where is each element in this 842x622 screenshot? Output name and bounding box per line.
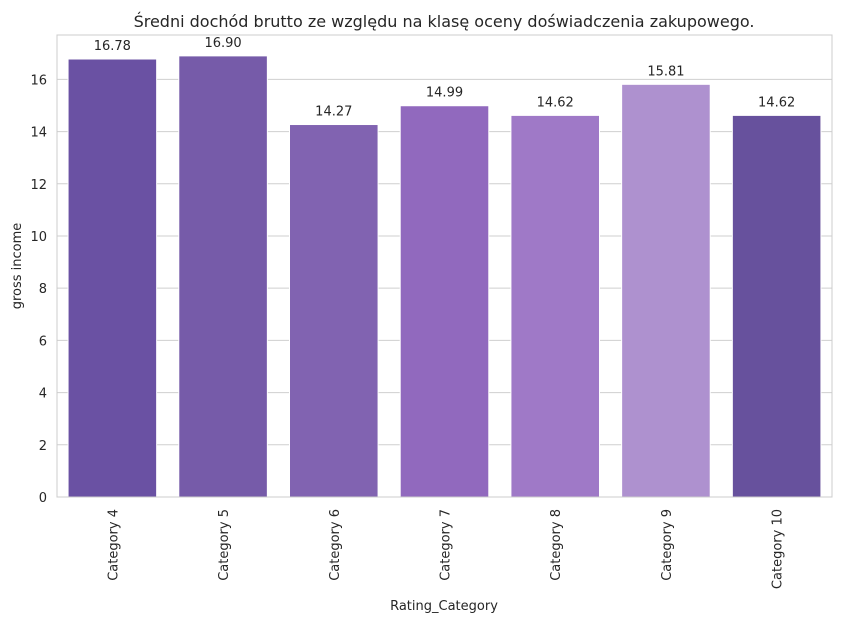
x-tick-label: Category 10 [771, 509, 786, 589]
y-tick-label: 6 [39, 334, 47, 349]
y-tick-label: 0 [39, 491, 47, 506]
bar [510, 114, 600, 498]
data-label: 16.78 [94, 39, 131, 54]
bar [731, 114, 822, 498]
y-tick-label: 8 [39, 282, 47, 297]
y-tick-label: 2 [39, 439, 47, 454]
y-tick-label: 14 [30, 126, 47, 141]
plot-area-frame [56, 34, 833, 498]
bar [289, 124, 379, 498]
x-tick-label: Category 8 [549, 509, 564, 581]
data-label: 14.62 [758, 95, 795, 110]
x-tick-label: Category 7 [439, 509, 454, 581]
bars [67, 55, 822, 498]
y-tick-label: 16 [30, 73, 47, 88]
y-tick-label: 4 [39, 387, 47, 402]
data-label: 16.90 [204, 36, 241, 51]
y-tick-label: 12 [30, 178, 47, 193]
data-label: 14.99 [426, 86, 463, 101]
x-axis-label: Rating_Category [390, 599, 498, 614]
x-tick-label: Category 4 [106, 509, 121, 581]
data-label: 15.81 [647, 64, 684, 79]
bar [178, 55, 268, 498]
x-tick-label: Category 5 [217, 509, 232, 581]
y-axis-label: gross income [10, 223, 25, 310]
value-labels: 16.78 16.90 14.27 14.99 14.62 15.81 14.62 [94, 36, 796, 120]
data-label: 14.27 [315, 105, 352, 120]
bar [67, 58, 158, 498]
x-tick-label: Category 6 [328, 509, 343, 581]
x-axis-ticks: Category 4 Category 5 Category 6 Category 7… [106, 509, 785, 589]
bar [621, 83, 711, 498]
bar [399, 105, 490, 498]
y-tick-label: 10 [30, 230, 47, 245]
x-tick-label: Category 9 [660, 509, 675, 581]
y-axis-ticks: 0 2 4 6 8 10 12 14 16 [30, 73, 47, 506]
chart-title: Średni dochód brutto ze względu na klasę… [134, 12, 755, 31]
data-label: 14.62 [537, 95, 574, 110]
